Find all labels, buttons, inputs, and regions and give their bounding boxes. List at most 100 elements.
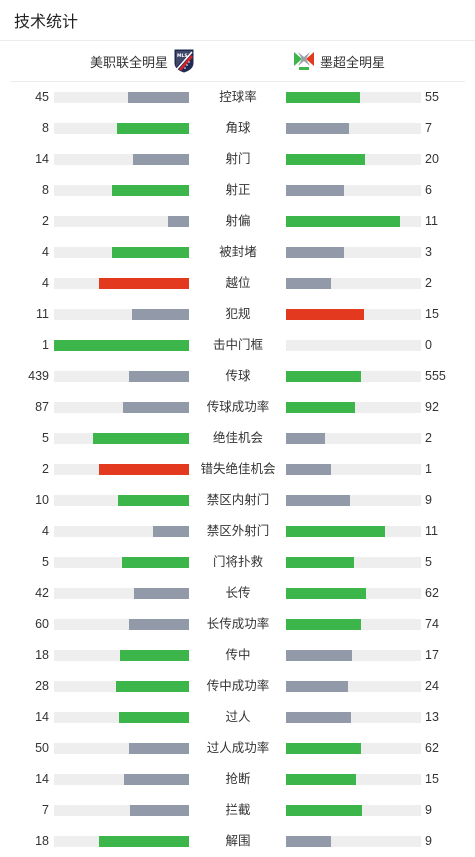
away-stat-bar: [286, 371, 421, 382]
away-stat-bar: [286, 216, 421, 227]
away-stat-value: 0: [425, 338, 432, 352]
home-stat-bar: [54, 774, 189, 785]
stat-label: 绝佳机会: [212, 431, 263, 445]
home-stat-bar: [54, 557, 189, 568]
home-stat-value: 4: [42, 276, 49, 290]
home-team[interactable]: 美职联全明星 MLS: [90, 41, 196, 81]
away-stat-value: 2: [425, 431, 432, 445]
home-stat-bar-fill: [121, 557, 189, 568]
away-stat-bar: [286, 464, 421, 475]
away-stat-bar-fill: [286, 495, 350, 506]
home-stat-bar: [54, 495, 189, 506]
away-stat-bar: [286, 309, 421, 320]
home-stat-value: 8: [42, 183, 49, 197]
stat-label: 传中: [225, 648, 251, 662]
away-stat-bar: [286, 557, 421, 568]
home-stat-bar-fill: [98, 464, 189, 475]
away-stat-bar-fill: [286, 526, 385, 537]
away-stat-bar: [286, 154, 421, 165]
home-stat-value: 60: [35, 617, 49, 631]
stat-label: 传球成功率: [206, 400, 270, 414]
home-stat-value: 439: [28, 369, 49, 383]
home-stat-bar: [54, 247, 189, 258]
away-stat-value: 20: [425, 152, 439, 166]
away-stat-bar-fill: [286, 92, 361, 103]
away-stat-bar: [286, 743, 421, 754]
home-stat-bar-fill: [118, 495, 189, 506]
stat-row: 50 过人成功率 62: [0, 733, 475, 764]
stat-row: 2 射偏 11: [0, 206, 475, 237]
home-stat-bar: [54, 278, 189, 289]
away-stat-bar-fill: [286, 216, 401, 227]
home-stat-bar: [54, 433, 189, 444]
away-stat-bar-fill: [286, 557, 354, 568]
home-stat-bar-fill: [98, 836, 189, 847]
home-stat-value: 4: [42, 524, 49, 538]
away-stat-value: 74: [425, 617, 439, 631]
stat-label: 禁区外射门: [206, 524, 270, 538]
home-stat-value: 14: [35, 710, 49, 724]
stat-row: 18 传中 17: [0, 640, 475, 671]
home-stat-value: 87: [35, 400, 49, 414]
home-stat-bar-fill: [117, 123, 189, 134]
home-stat-value: 18: [35, 834, 49, 848]
stat-label: 犯规: [225, 307, 251, 321]
home-stat-value: 4: [42, 245, 49, 259]
liga-mx-crest-icon: [292, 49, 316, 73]
home-stat-bar-fill: [129, 371, 189, 382]
home-stat-value: 42: [35, 586, 49, 600]
stat-label: 过人成功率: [206, 741, 270, 755]
away-stat-value: 5: [425, 555, 432, 569]
away-stat-bar-fill: [286, 464, 331, 475]
home-stat-bar-fill: [152, 526, 189, 537]
away-stat-bar-fill: [286, 805, 362, 816]
away-stat-bar-fill: [286, 681, 349, 692]
home-stat-bar: [54, 92, 189, 103]
away-stat-value: 55: [425, 90, 439, 104]
stat-label: 击中门框: [212, 338, 263, 352]
stat-row: 439 传球 555: [0, 361, 475, 392]
away-stat-bar-fill: [286, 588, 367, 599]
home-stat-value: 7: [42, 803, 49, 817]
away-stat-bar-fill: [286, 774, 356, 785]
away-stat-bar-fill: [286, 278, 331, 289]
home-stat-bar: [54, 619, 189, 630]
home-stat-bar-fill: [128, 743, 189, 754]
home-stat-value: 28: [35, 679, 49, 693]
home-stat-value: 5: [42, 555, 49, 569]
away-stat-value: 9: [425, 493, 432, 507]
away-stat-value: 9: [425, 834, 432, 848]
away-stat-value: 62: [425, 586, 439, 600]
away-stat-value: 2: [425, 276, 432, 290]
home-stat-bar: [54, 340, 189, 351]
home-stat-bar-fill: [131, 309, 189, 320]
home-stat-bar-fill: [123, 402, 189, 413]
away-stat-value: 11: [425, 524, 438, 538]
home-stat-bar-fill: [116, 681, 189, 692]
stat-row: 4 被封堵 3: [0, 237, 475, 268]
away-stat-bar: [286, 278, 421, 289]
home-stat-bar: [54, 123, 189, 134]
home-stat-value: 11: [36, 307, 49, 321]
away-team[interactable]: 墨超全明星: [292, 41, 385, 81]
stat-row: 87 传球成功率 92: [0, 392, 475, 423]
home-stat-bar-fill: [128, 619, 189, 630]
away-stat-value: 3: [425, 245, 432, 259]
home-stat-bar: [54, 650, 189, 661]
stat-row: 14 射门 20: [0, 144, 475, 175]
home-stat-value: 18: [35, 648, 49, 662]
stat-label: 传球: [225, 369, 251, 383]
home-stat-bar: [54, 154, 189, 165]
stat-label: 越位: [225, 276, 251, 290]
away-stat-bar-fill: [286, 743, 361, 754]
away-stat-bar: [286, 836, 421, 847]
home-stat-value: 8: [42, 121, 49, 135]
stat-label: 门将扑救: [212, 555, 263, 569]
stat-row: 14 过人 13: [0, 702, 475, 733]
stat-row: 8 角球 7: [0, 113, 475, 144]
away-stat-bar: [286, 433, 421, 444]
stat-label: 传中成功率: [206, 679, 270, 693]
away-stat-value: 24: [425, 679, 439, 693]
stat-label: 射偏: [225, 214, 251, 228]
away-stat-bar: [286, 681, 421, 692]
